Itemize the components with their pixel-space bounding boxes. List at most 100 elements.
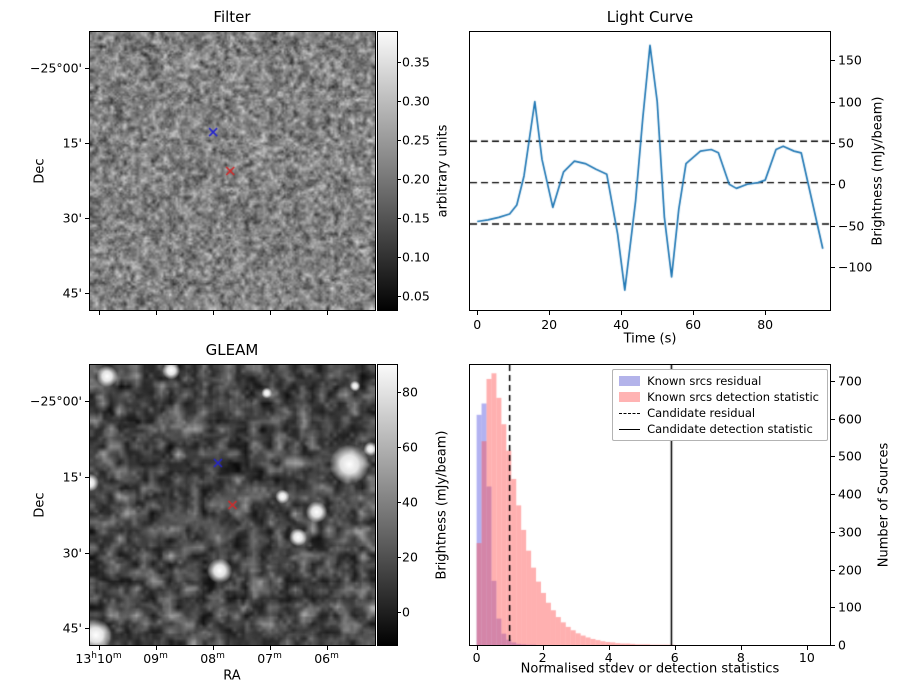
legend-label: Known srcs detection statistic: [647, 390, 819, 404]
light-curve-xlabel: Time (s): [623, 331, 677, 347]
legend-dashed-line-swatch: [619, 412, 641, 414]
histogram-xlabel: Normalised stdev or detection statistics: [520, 661, 780, 677]
count-tick-label: 500: [838, 448, 862, 464]
stat-tick: [542, 646, 544, 650]
stat-tick-label: 4: [604, 650, 613, 665]
stat-tick-label: 10: [798, 650, 815, 665]
colorbar-tick: [398, 178, 401, 180]
colorbar-tick: [398, 295, 401, 297]
legend-solid-line-swatch: [619, 428, 641, 430]
ra-tick: [326, 646, 328, 650]
colorbar-tick-label: 0.15: [402, 210, 430, 226]
stat-tick-label: 2: [538, 650, 547, 665]
histogram-ylabel: Number of Sources: [876, 442, 892, 568]
colorbar-tick-label: 0.10: [402, 249, 430, 265]
ra-tick: [269, 646, 271, 650]
colorbar-tick-label: 0.35: [402, 54, 430, 70]
stat-tick-label: 6: [670, 650, 679, 665]
colorbar-tick: [398, 557, 401, 559]
gleam-colorbar-label: Brightness (mJy/beam): [434, 430, 450, 580]
brightness-tick-label: 150: [838, 52, 862, 68]
colorbar-tick: [398, 61, 401, 63]
dec-tick-label: −25°00': [30, 60, 82, 76]
dec-tick-label: 45': [62, 285, 82, 301]
stat-tick: [806, 646, 808, 650]
dec-tick-label: 45': [62, 620, 82, 636]
gleam-title: GLEAM: [205, 341, 259, 359]
dec-tick: [85, 218, 89, 220]
legend-label: Candidate residual: [647, 406, 756, 420]
ra-tick: [326, 311, 328, 315]
count-tick: [831, 607, 835, 609]
ra-tick: [212, 646, 214, 650]
time-tick-label: 20: [541, 317, 558, 332]
colorbar-tick: [398, 100, 401, 102]
stat-tick-label: 8: [736, 650, 745, 665]
colorbar-tick-label: 0.25: [402, 132, 430, 148]
colorbar-tick: [398, 502, 401, 504]
legend-patch-swatch: [619, 376, 641, 386]
brightness-tick-label: 0: [838, 176, 846, 192]
dec-tick-label: 30': [62, 210, 82, 226]
time-tick: [549, 311, 551, 315]
filter-colorbar: [377, 31, 398, 311]
count-tick-label: 600: [838, 411, 862, 427]
colorbar-tick-label: 80: [402, 384, 418, 400]
dec-tick-label: 15': [62, 469, 82, 485]
count-tick-label: 700: [838, 373, 862, 389]
gleam-ylabel: Dec: [32, 492, 48, 518]
dec-tick: [85, 477, 89, 478]
colorbar-tick: [398, 447, 401, 449]
gleam-image: [89, 364, 376, 646]
count-tick: [831, 456, 835, 458]
ra-tick-label: 06m: [314, 650, 339, 666]
colorbar-tick-label: 60: [402, 439, 418, 455]
legend-item: Candidate detection statistic: [619, 422, 819, 436]
ra-tick-label: 09m: [143, 650, 168, 666]
colorbar-tick: [398, 612, 401, 614]
stat-tick: [740, 646, 742, 650]
time-tick: [621, 311, 623, 315]
gleam-xlabel: RA: [223, 668, 241, 684]
ra-tick: [212, 311, 214, 315]
count-tick: [831, 645, 835, 646]
brightness-tick-label: −100: [838, 259, 873, 275]
time-tick-label: 60: [685, 317, 702, 332]
time-tick-label: 80: [757, 317, 774, 332]
ra-tick-label: 13h10m: [75, 650, 122, 666]
stat-tick: [608, 646, 610, 650]
colorbar-tick-label: 0.20: [402, 171, 430, 187]
time-tick: [477, 311, 479, 315]
histogram-legend: Known srcs residual Known srcs detection …: [612, 369, 828, 441]
brightness-tick: [831, 60, 835, 62]
colorbar-tick-label: 20: [402, 549, 418, 565]
brightness-tick-label: −50: [838, 218, 865, 234]
count-tick: [831, 569, 835, 571]
brightness-tick: [831, 225, 835, 227]
dec-tick: [85, 401, 89, 403]
light-curve-ylabel: Brightness (mJy/beam): [870, 96, 886, 246]
ra-tick: [98, 646, 100, 650]
ra-tick: [155, 311, 157, 315]
dec-tick-label: −25°00': [30, 393, 82, 409]
filter-ylabel: Dec: [32, 158, 48, 184]
dec-tick-label: 15': [62, 135, 82, 151]
count-tick-label: 0: [838, 637, 846, 653]
time-tick: [693, 311, 695, 315]
legend-item: Candidate residual: [619, 406, 819, 420]
colorbar-tick-label: 0.30: [402, 93, 430, 109]
filter-title: Filter: [213, 8, 251, 26]
count-tick-label: 100: [838, 599, 862, 615]
brightness-tick-label: 50: [838, 135, 854, 151]
dec-tick: [85, 293, 89, 295]
filter-colorbar-label: arbitrary units: [435, 124, 451, 218]
light-curve-title: Light Curve: [606, 8, 694, 26]
dec-tick: [85, 143, 89, 145]
dec-tick: [85, 68, 89, 70]
ra-tick-label: 08m: [200, 650, 225, 666]
time-tick-label: 40: [613, 317, 630, 332]
colorbar-tick: [398, 139, 401, 141]
dec-tick: [85, 552, 89, 554]
colorbar-tick-label: 40: [402, 494, 418, 510]
